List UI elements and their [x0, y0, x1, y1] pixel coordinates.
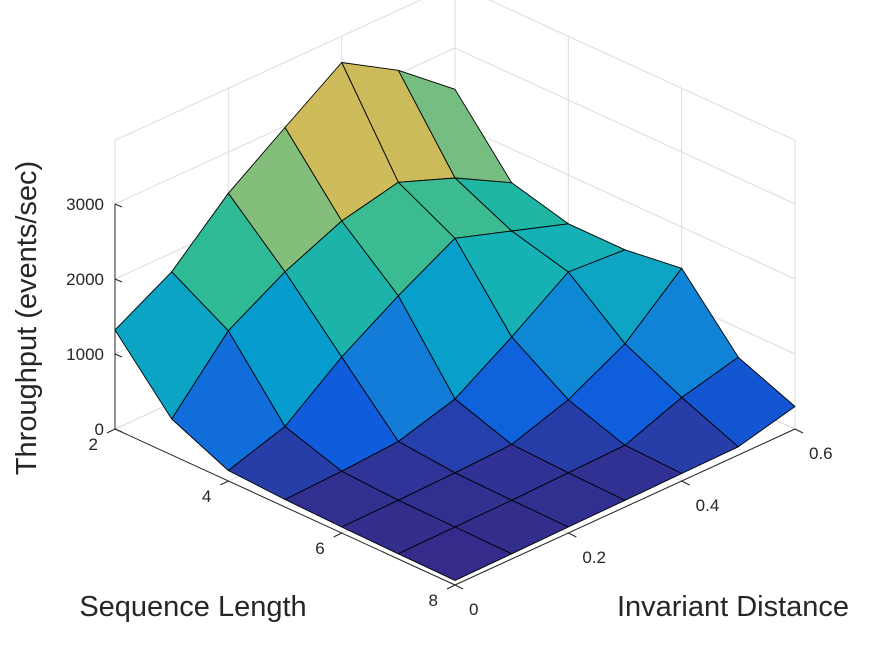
axes: 0 1000 2000 3000 2 4 6 8 0 0.2 0.4 0.6: [66, 195, 832, 619]
grid-line: [114, 47, 796, 205]
z-tick-label: 3000: [66, 195, 104, 214]
z-axis-label: Throughput (events/sec): [11, 161, 43, 475]
x-tick-label: 0.4: [696, 496, 720, 515]
grid-line: [114, 0, 796, 141]
x-axis-line: [454, 428, 796, 586]
x-tick: [568, 532, 577, 538]
y-tick-label: 6: [315, 539, 324, 558]
x-tick: [681, 480, 690, 486]
x-tick-label: 0.2: [582, 548, 606, 567]
y-tick: [333, 532, 342, 538]
z-tick: [114, 278, 123, 283]
y-axis-line: [114, 428, 456, 586]
surface: [114, 62, 796, 581]
y-axis-label: Sequence Length: [79, 591, 306, 623]
y-tick-label: 2: [89, 435, 98, 454]
z-tick: [114, 353, 123, 358]
y-tick: [106, 428, 116, 434]
y-tick: [220, 480, 229, 486]
y-tick-label: 8: [429, 591, 438, 610]
y-tick: [446, 584, 456, 590]
x-tick: [454, 584, 464, 590]
z-tick: [114, 203, 123, 208]
z-tick-label: 2000: [66, 270, 104, 289]
y-tick-label: 4: [202, 487, 211, 506]
x-axis-label: Invariant Distance: [617, 591, 849, 623]
x-tick: [794, 428, 804, 434]
surface-cell: [397, 526, 513, 581]
x-tick-label: 0: [469, 600, 478, 619]
x-tick-label: 0.6: [809, 444, 833, 463]
z-tick-label: 0: [95, 420, 104, 439]
z-tick-label: 1000: [66, 345, 104, 364]
